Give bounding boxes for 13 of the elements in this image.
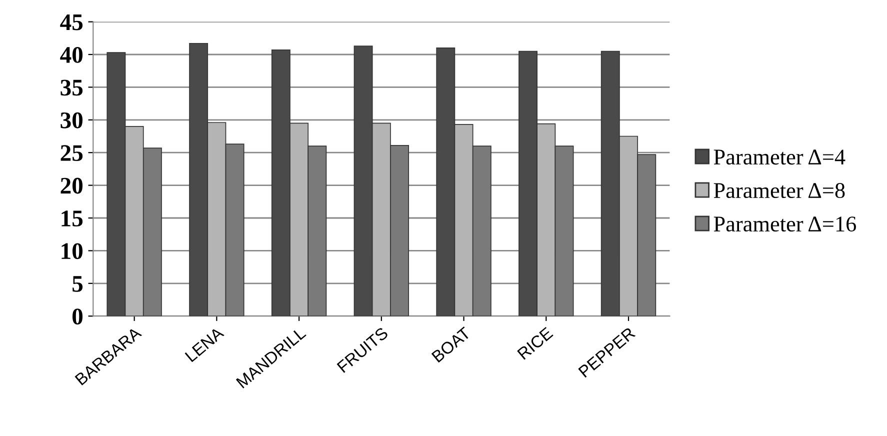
y-tick-label: 30 <box>60 112 83 128</box>
legend-label: Parameter Δ=4 <box>714 150 846 165</box>
y-tick-label: 45 <box>60 14 83 30</box>
legend-label: Parameter Δ=8 <box>714 183 845 198</box>
y-tick-label: 40 <box>60 46 83 63</box>
y-tick-label: 5 <box>72 276 83 292</box>
y-tick-label: 0 <box>72 308 83 325</box>
legend-label: Parameter Δ=16 <box>714 216 856 232</box>
y-tick-label: 10 <box>62 243 83 260</box>
y-tick-label: 25 <box>60 145 83 162</box>
y-tick-label: 20 <box>60 178 83 194</box>
y-tick-label: 35 <box>60 80 83 96</box>
y-tick-label: 15 <box>62 210 83 226</box>
